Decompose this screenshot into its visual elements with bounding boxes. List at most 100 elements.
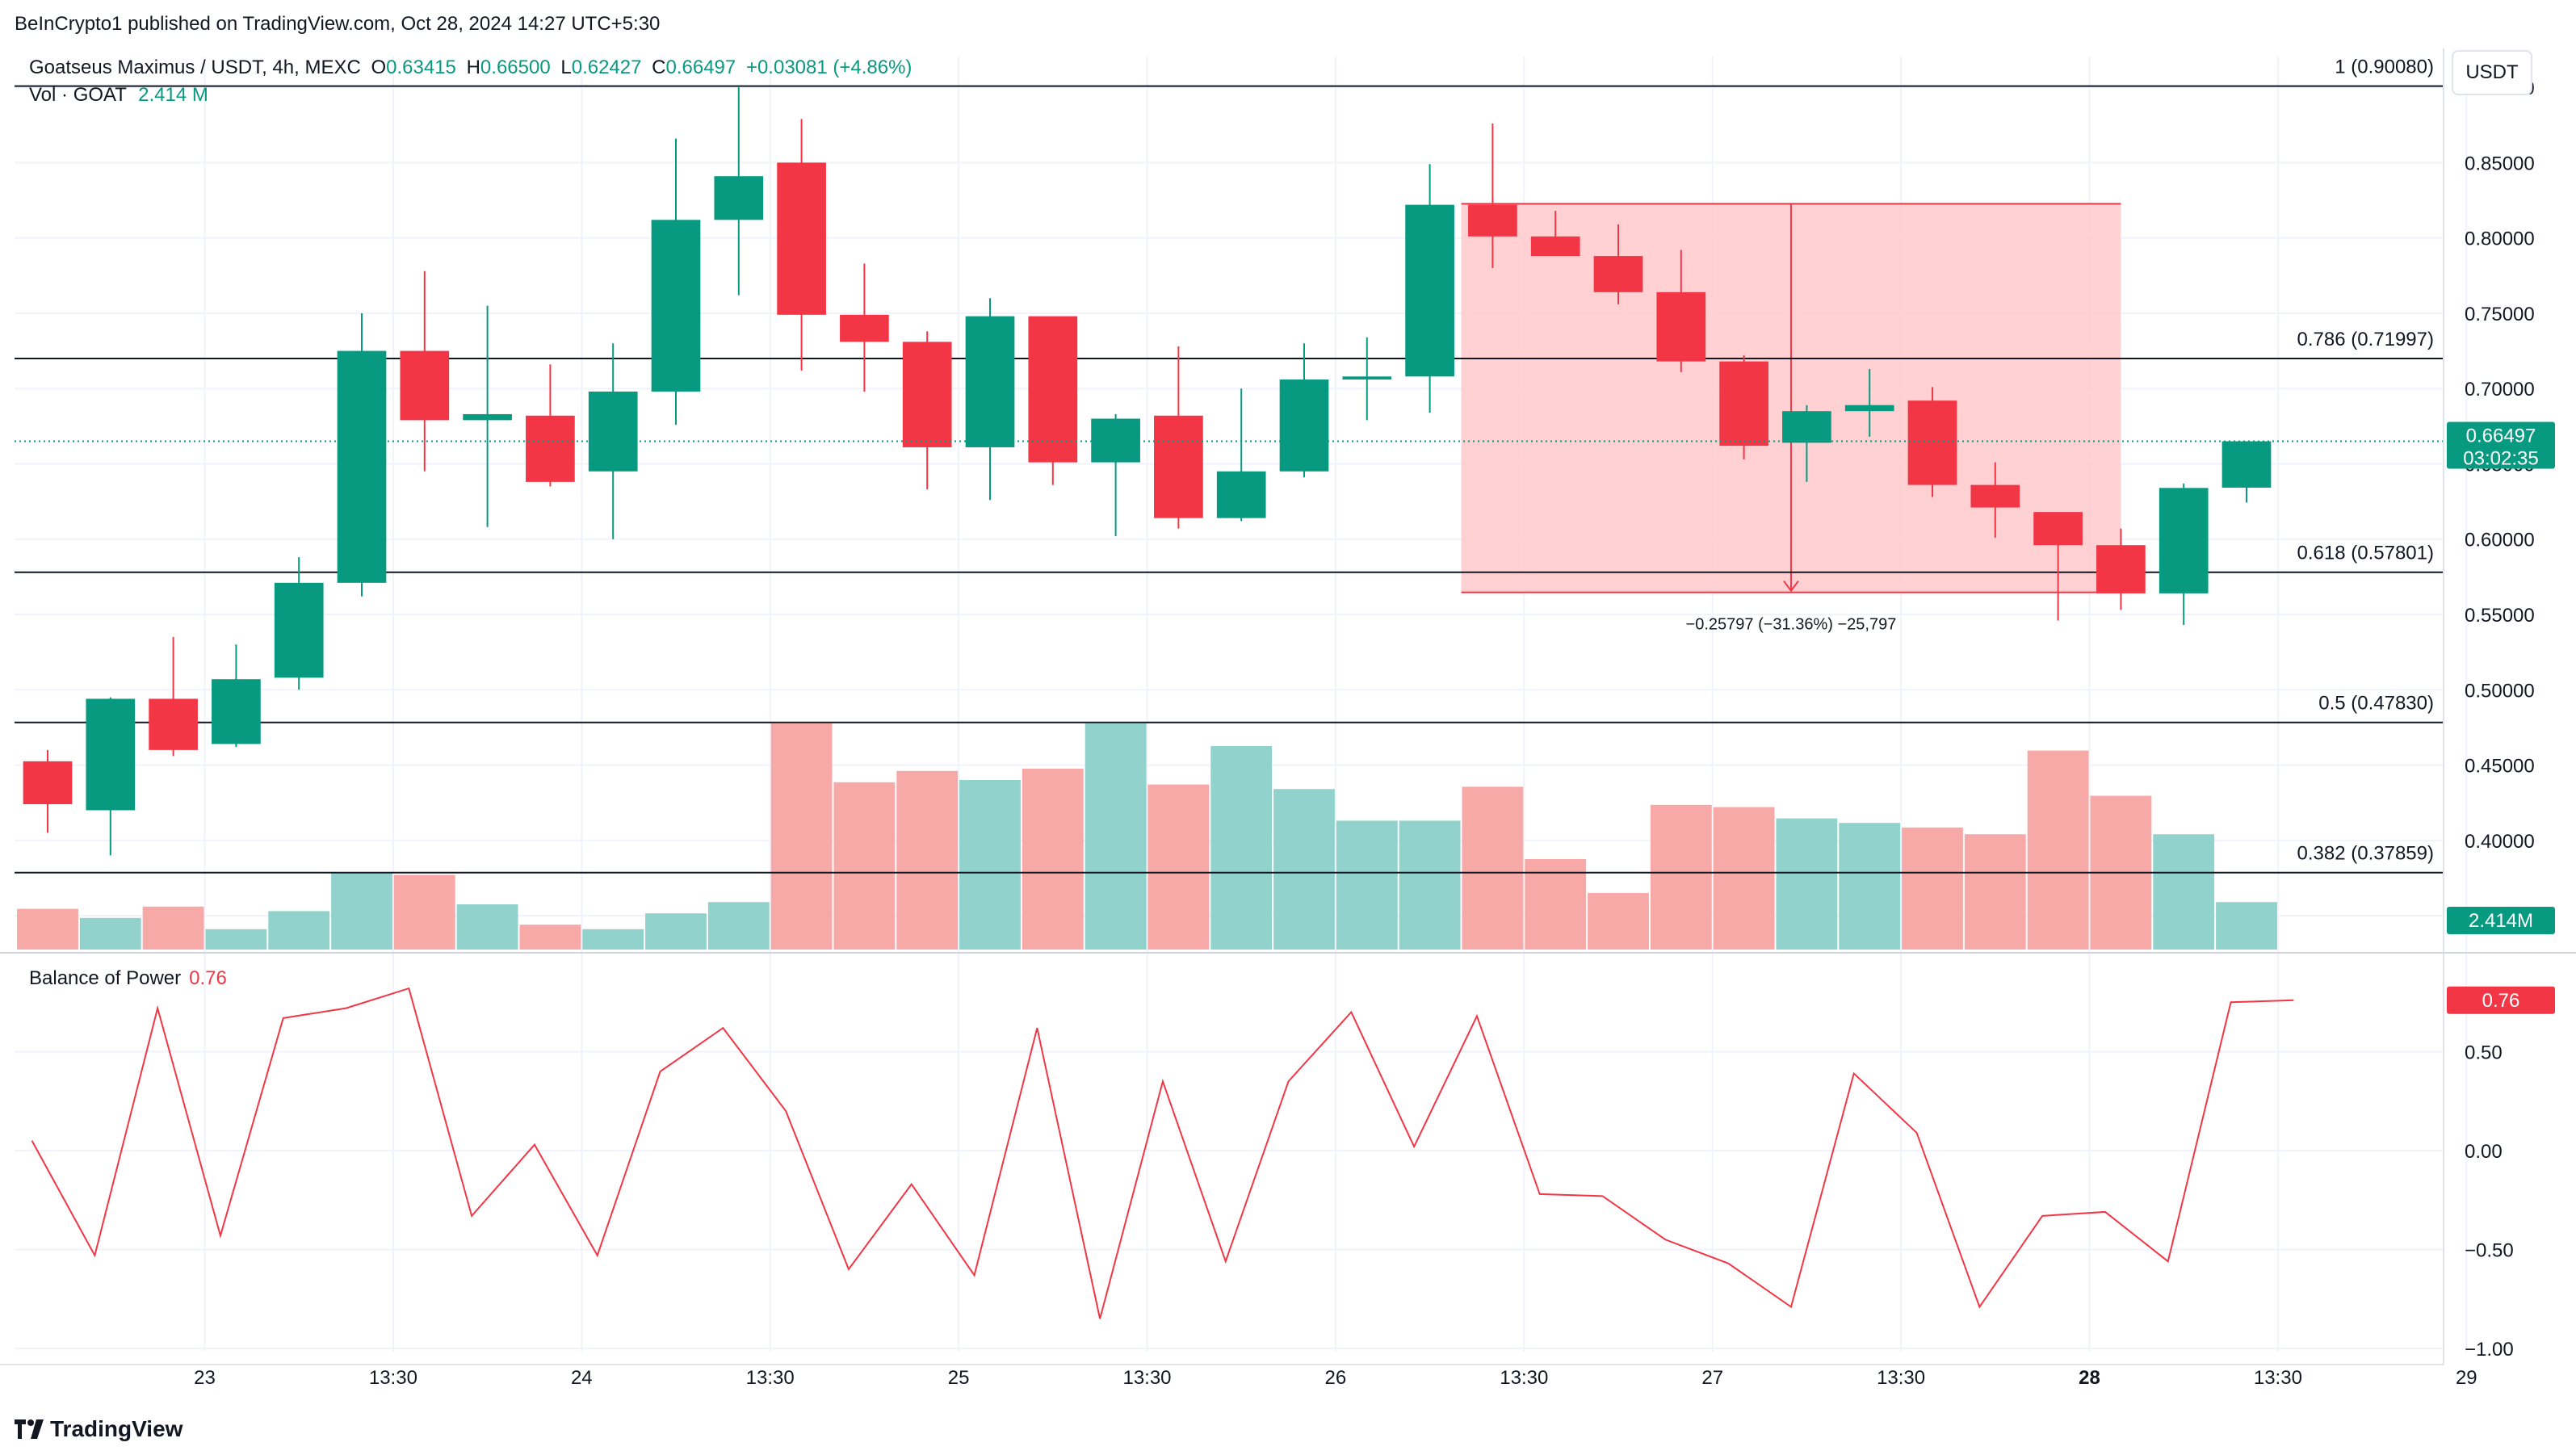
bop-axis-tick: −0.50 (2465, 1240, 2514, 1262)
symbol-title: Goatseus Maximus / USDT, 4h, MEXC (29, 57, 361, 78)
bop-label: Balance of Power (29, 967, 182, 989)
volume-bar (1525, 859, 1587, 950)
current-price-tag: 0.66497 (2466, 425, 2536, 447)
volume-bar (959, 780, 1021, 950)
volume-bar (582, 929, 644, 950)
volume-bar (456, 904, 518, 950)
candle-body (526, 415, 575, 482)
bop-value-tag-bg (2447, 986, 2555, 1014)
volume-label: Vol · GOAT (29, 84, 127, 106)
candle-body (714, 176, 764, 220)
time-axis-tick: 26 (1325, 1367, 1347, 1389)
volume-bar (2153, 834, 2215, 950)
volume-bar (2216, 902, 2277, 950)
candle-body (149, 698, 198, 750)
bop-value-tag: 0.76 (2482, 990, 2520, 1012)
price-axis-tick: 0.75000 (2465, 304, 2535, 325)
candle-body (1907, 400, 1957, 485)
time-axis-tick: 29 (2456, 1367, 2477, 1389)
price-axis-tick: 0.55000 (2465, 605, 2535, 627)
fib-level-label: 0.382 (0.37859) (2297, 843, 2434, 865)
candle-body (1216, 471, 1266, 518)
candle-body (1656, 291, 1706, 362)
time-axis-tick: 13:30 (746, 1367, 795, 1389)
candle-body (274, 582, 324, 678)
candle-body (840, 314, 889, 342)
volume-legend: Vol · GOAT 2.414 M (29, 84, 208, 107)
bop-axis-tick: 0.50 (2465, 1042, 2503, 1064)
candle-body (1028, 316, 1078, 463)
candle-body (651, 220, 701, 392)
current-price-tag-bg (2447, 421, 2555, 469)
candle-body (1279, 379, 1329, 472)
publisher-line: BeInCrypto1 published on TradingView.com… (15, 13, 661, 35)
volume-bar (2027, 750, 2089, 950)
tradingview-logo-icon (15, 1419, 44, 1439)
fib-level-label: 1 (0.90080) (2335, 57, 2434, 78)
price-range-label: −0.25797 (−31.36%) −25,797 (1686, 616, 1897, 634)
price-axis-tick: 0.80000 (2465, 229, 2535, 250)
volume-bar (393, 874, 455, 950)
bop-value: 0.76 (189, 967, 227, 989)
price-axis-tick: 0.85000 (2465, 153, 2535, 174)
bop-legend: Balance of Power 0.76 (29, 967, 227, 990)
brand-label: TradingView (50, 1416, 183, 1441)
volume-bar (1399, 820, 1461, 950)
current-price-tag: 03:02:35 (2463, 447, 2538, 469)
volume-bar (268, 911, 330, 950)
candle-body (1719, 361, 1768, 447)
candle-body (2221, 441, 2272, 488)
time-axis-tick: 25 (948, 1367, 970, 1389)
candle-body (588, 391, 638, 472)
volume-bar (1713, 807, 1775, 950)
volume-bar (205, 929, 267, 950)
price-axis-tick: 0.60000 (2465, 530, 2535, 551)
high-label: H (466, 57, 480, 78)
volume-bar (1776, 818, 1838, 950)
candle-body (902, 342, 952, 447)
volume-bar (1964, 834, 2026, 950)
volume-bar (519, 925, 581, 950)
time-axis-tick: 24 (571, 1367, 593, 1389)
time-axis-tick: 28 (2079, 1367, 2100, 1389)
symbol-legend: Goatseus Maximus / USDT, 4h, MEXC O0.634… (29, 57, 917, 79)
fib-level-label: 0.786 (0.71997) (2297, 329, 2434, 350)
time-axis-tick: 13:30 (369, 1367, 417, 1389)
change-value: +0.03081 (+4.86%) (745, 57, 913, 78)
candle-body (1844, 405, 1894, 412)
volume-bar (896, 770, 959, 950)
volume-bar (79, 917, 141, 950)
candle-body (23, 761, 73, 805)
fib-level-label: 0.618 (0.57801) (2297, 543, 2434, 564)
tradingview-logo[interactable]: TradingView (15, 1413, 183, 1445)
low-value: 0.62427 (571, 57, 642, 78)
volume-bar (645, 913, 707, 950)
price-axis-tick: 0.45000 (2465, 756, 2535, 778)
volume-bar (1085, 723, 1147, 950)
time-axis-tick: 13:30 (1500, 1367, 1548, 1389)
high-value: 0.66500 (480, 57, 551, 78)
fib-level-label: 0.5 (0.47830) (2318, 693, 2434, 715)
open-value: 0.63415 (386, 57, 456, 78)
candle-body (1970, 484, 2020, 508)
volume-bar (1210, 746, 1273, 950)
candle-body (1593, 256, 1643, 292)
volume-tag-bg (2447, 907, 2555, 934)
candle-body (1405, 204, 1454, 377)
close-label: C (652, 57, 666, 78)
price-range-arrowhead (1783, 580, 1799, 593)
candle-body (1342, 376, 1392, 380)
bop-axis-tick: −1.00 (2465, 1339, 2514, 1361)
volume-tag: 2.414M (2469, 910, 2533, 932)
volume-value: 2.414 M (138, 84, 208, 106)
price-axis-tick: 0.40000 (2465, 831, 2535, 853)
time-axis-tick: 23 (194, 1367, 216, 1389)
currency-button[interactable]: USDT (2452, 50, 2532, 95)
time-axis-tick: 13:30 (2254, 1367, 2302, 1389)
candle-body (2033, 512, 2083, 546)
candle-body (777, 162, 826, 315)
volume-bar (331, 872, 392, 950)
time-axis-tick: 13:30 (1122, 1367, 1171, 1389)
candle-body (2159, 488, 2209, 593)
